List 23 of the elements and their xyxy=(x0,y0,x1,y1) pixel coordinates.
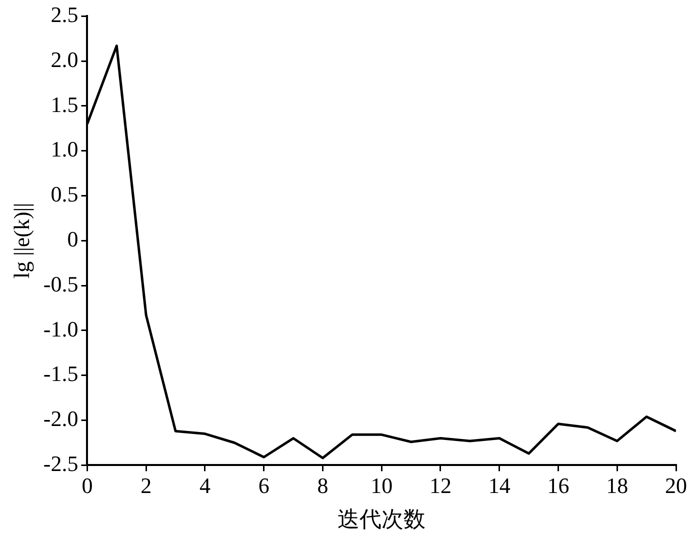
y-tick-label: 2.5 xyxy=(50,2,78,27)
y-tick-label: 0 xyxy=(67,226,78,252)
y-tick-label: -1.5 xyxy=(43,361,78,386)
x-tick-label: 20 xyxy=(665,473,687,498)
x-tick-label: 10 xyxy=(370,473,393,498)
y-tick-label: 1.5 xyxy=(50,92,78,117)
x-tick-label: 12 xyxy=(429,473,452,498)
y-tick-label: 1.0 xyxy=(50,136,78,162)
y-tick-label: -2.0 xyxy=(43,406,78,432)
y-tick-label: -2.5 xyxy=(43,450,78,476)
y-tick-label: 0.5 xyxy=(50,182,78,207)
y-axis-title: lg ||e(k)|| xyxy=(8,202,34,279)
x-tick-label: 4 xyxy=(199,473,210,498)
x-axis-title: 迭代次数 xyxy=(338,506,426,532)
x-tick-label: 2 xyxy=(140,473,152,498)
y-tick-label: -0.5 xyxy=(43,271,78,296)
x-tick-label: 18 xyxy=(606,473,628,498)
y-tick-label: -1.0 xyxy=(43,316,78,342)
x-tick-label: 14 xyxy=(488,473,510,498)
x-tick-label: 6 xyxy=(258,473,270,498)
y-tick-label: 2.0 xyxy=(50,46,78,72)
x-tick-label: 8 xyxy=(317,473,328,498)
x-tick-label: 16 xyxy=(547,473,570,498)
